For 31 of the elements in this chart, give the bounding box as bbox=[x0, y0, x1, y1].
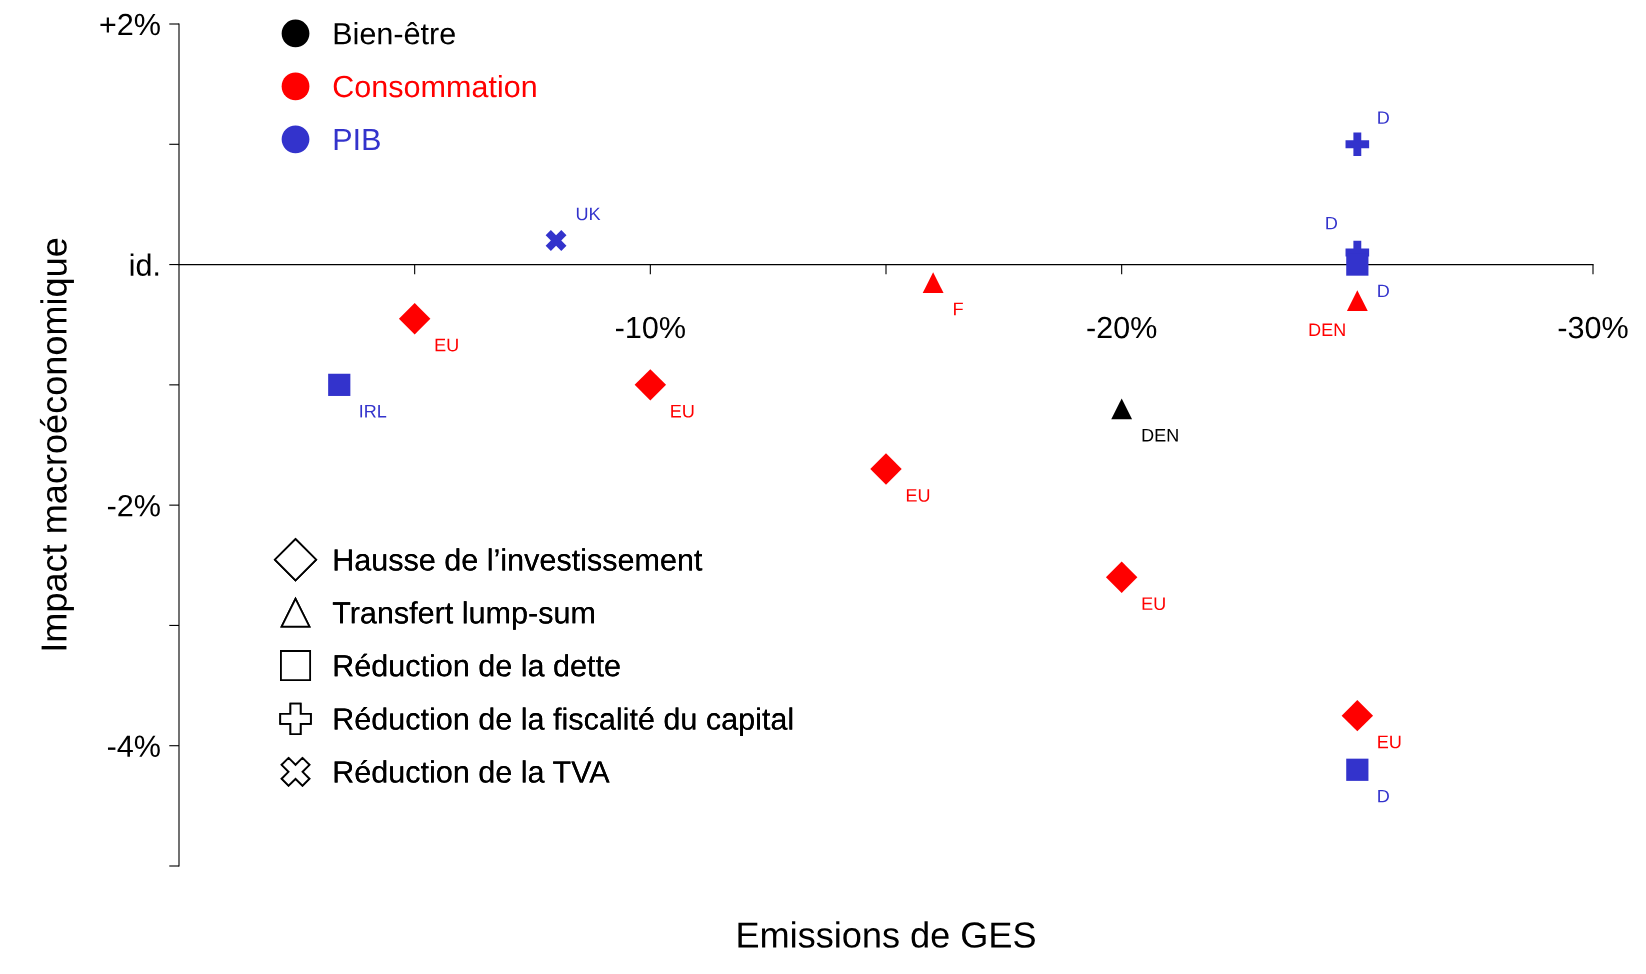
annotation: Transfert lump-sum bbox=[332, 601, 594, 630]
y-tick-label: -2% bbox=[107, 494, 160, 517]
data-label: D bbox=[1378, 111, 1389, 124]
y-tick-label: +2% bbox=[100, 13, 160, 36]
y-tick-label: -4% bbox=[107, 735, 160, 757]
data-label: EU bbox=[1378, 735, 1401, 749]
x-tick-label: -20% bbox=[1087, 316, 1157, 339]
legend-label: PIB bbox=[334, 129, 380, 151]
data-label: UK bbox=[576, 207, 601, 221]
data-label: EU bbox=[435, 338, 458, 352]
annotation: Réduction de la dette bbox=[334, 653, 620, 677]
data-label: F bbox=[954, 302, 963, 316]
legend-label: Consommation bbox=[333, 74, 536, 98]
data-label: DEN bbox=[1309, 323, 1345, 336]
data-label: EU bbox=[671, 404, 694, 418]
annotation: Réduction de la TVA bbox=[334, 759, 610, 783]
annotation: Réduction de la fiscalité du capital bbox=[334, 707, 793, 736]
data-label: D bbox=[1378, 284, 1389, 298]
data-label: DEN bbox=[1142, 429, 1178, 442]
data-label: D bbox=[1326, 216, 1338, 230]
data-label: IRL bbox=[360, 404, 387, 418]
y-tick-label: id. bbox=[130, 253, 159, 276]
data-label: EU bbox=[1142, 597, 1165, 611]
x-tick-label: -30% bbox=[1558, 316, 1628, 339]
x-tick-label: -10% bbox=[616, 316, 685, 339]
data-label: EU bbox=[906, 489, 930, 502]
data-label: D bbox=[1378, 789, 1389, 803]
annotation: Hausse de l’investissement bbox=[334, 548, 703, 571]
y-axis-title: Impact macroéconomique bbox=[39, 238, 74, 650]
legend-label: Bien-être bbox=[334, 21, 455, 45]
x-axis-title: Emissions de GES bbox=[738, 921, 1035, 948]
